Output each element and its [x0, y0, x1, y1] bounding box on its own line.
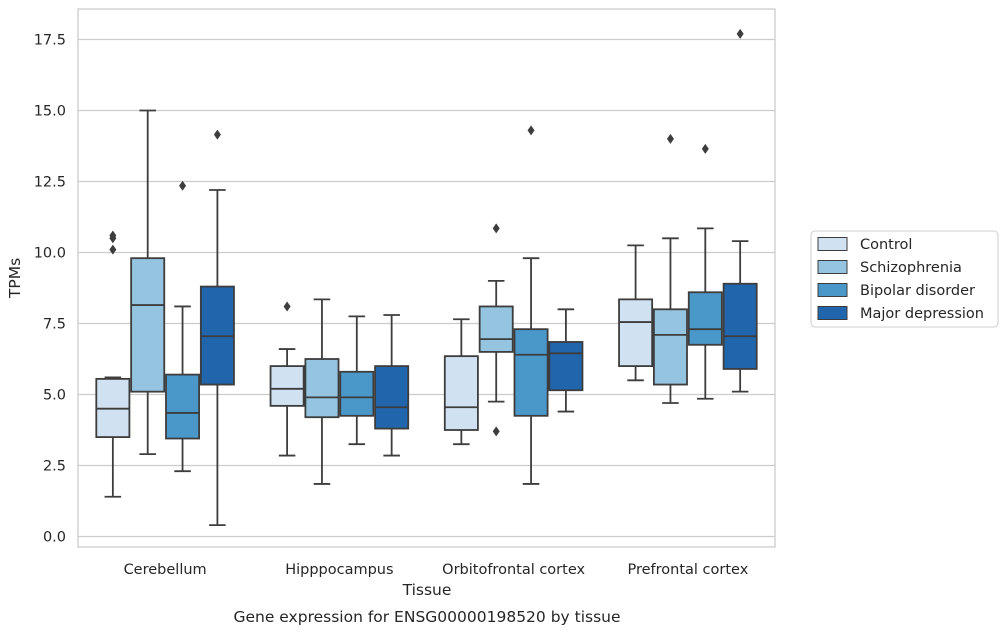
box-body: [618, 298, 654, 367]
legend-entry-label: Bipolar disorder: [860, 283, 975, 299]
box-1-2: [339, 315, 375, 446]
outlier-point: [179, 180, 187, 191]
outlier-point: [736, 28, 744, 39]
legend-frame: [810, 230, 999, 328]
legend-entry-label: Major depression: [860, 306, 984, 322]
y-tick-labels: 0.0 2.5 5.0 7.5 10.0 12.5 15.0 17.5: [34, 33, 66, 546]
box-2-0: [443, 318, 479, 446]
x-tick-label: Orbitofrontal cortex: [442, 562, 585, 578]
legend-swatch: [817, 306, 848, 320]
x-tick-label: Hipppocampus: [285, 562, 393, 578]
box-body: [269, 365, 305, 407]
y-tick-label: 0.0: [43, 530, 66, 546]
box-body: [513, 328, 549, 417]
legend-entry-label: Control: [860, 237, 912, 253]
box-body: [478, 305, 514, 353]
box-1-0: [269, 301, 305, 457]
box-body: [339, 370, 375, 417]
y-axis-label: TPMs: [6, 258, 24, 299]
boxes: [95, 28, 758, 527]
box-3-2: [687, 143, 723, 400]
legend-swatch: [817, 260, 848, 274]
box-body: [548, 341, 584, 392]
box-0-2: [165, 180, 201, 473]
y-tick-label: 17.5: [34, 33, 66, 49]
box-2-2: [513, 125, 549, 485]
y-tick-label: 10.0: [34, 246, 66, 262]
box-body: [374, 365, 410, 430]
y-tick-label: 2.5: [43, 459, 66, 475]
box-0-0: [95, 230, 131, 498]
outlier-point: [492, 223, 500, 234]
box-3-3: [722, 28, 758, 393]
box-body: [165, 373, 201, 440]
box-1-1: [304, 298, 340, 485]
y-tick-label: 15.0: [34, 104, 66, 120]
y-tick-label: 7.5: [43, 317, 66, 333]
box-1-3: [374, 314, 410, 457]
outlier-point: [492, 426, 500, 437]
box-body: [304, 358, 340, 419]
plot-frame: [77, 8, 776, 548]
outlier-point: [109, 233, 117, 244]
outlier-point: [283, 301, 291, 312]
legend-entry-label: Schizophrenia: [860, 260, 962, 276]
legend-swatch: [817, 283, 848, 297]
box-body: [652, 308, 688, 386]
box-3-0: [618, 244, 654, 382]
outlier-point: [213, 129, 221, 140]
box-body: [722, 282, 758, 370]
outlier-point: [109, 244, 117, 255]
box-2-1: [478, 223, 514, 437]
legend: Control Schizophrenia Bipolar disorder Majo…: [810, 230, 999, 328]
chart-caption: Gene expression for ENSG00000198520 by t…: [233, 608, 620, 626]
box-2-3: [548, 308, 584, 413]
box-0-3: [199, 129, 235, 527]
x-tick-labels: Cerebellum Hipppocampus Orbitofrontal cort…: [124, 562, 749, 578]
y-tick-label: 12.5: [34, 175, 66, 191]
x-axis-label: Tissue: [402, 581, 452, 599]
box-body: [130, 257, 166, 393]
x-tick-label: Cerebellum: [124, 562, 207, 578]
box-3-1: [652, 133, 688, 404]
box-body: [687, 291, 723, 346]
outlier-point: [527, 125, 535, 136]
box-0-1: [130, 109, 166, 456]
legend-swatch: [817, 237, 848, 251]
x-tick-label: Prefrontal cortex: [627, 562, 748, 578]
y-tick-label: 5.0: [43, 388, 66, 404]
box-body: [443, 355, 479, 431]
outlier-point: [666, 133, 674, 144]
outlier-point: [701, 143, 709, 154]
